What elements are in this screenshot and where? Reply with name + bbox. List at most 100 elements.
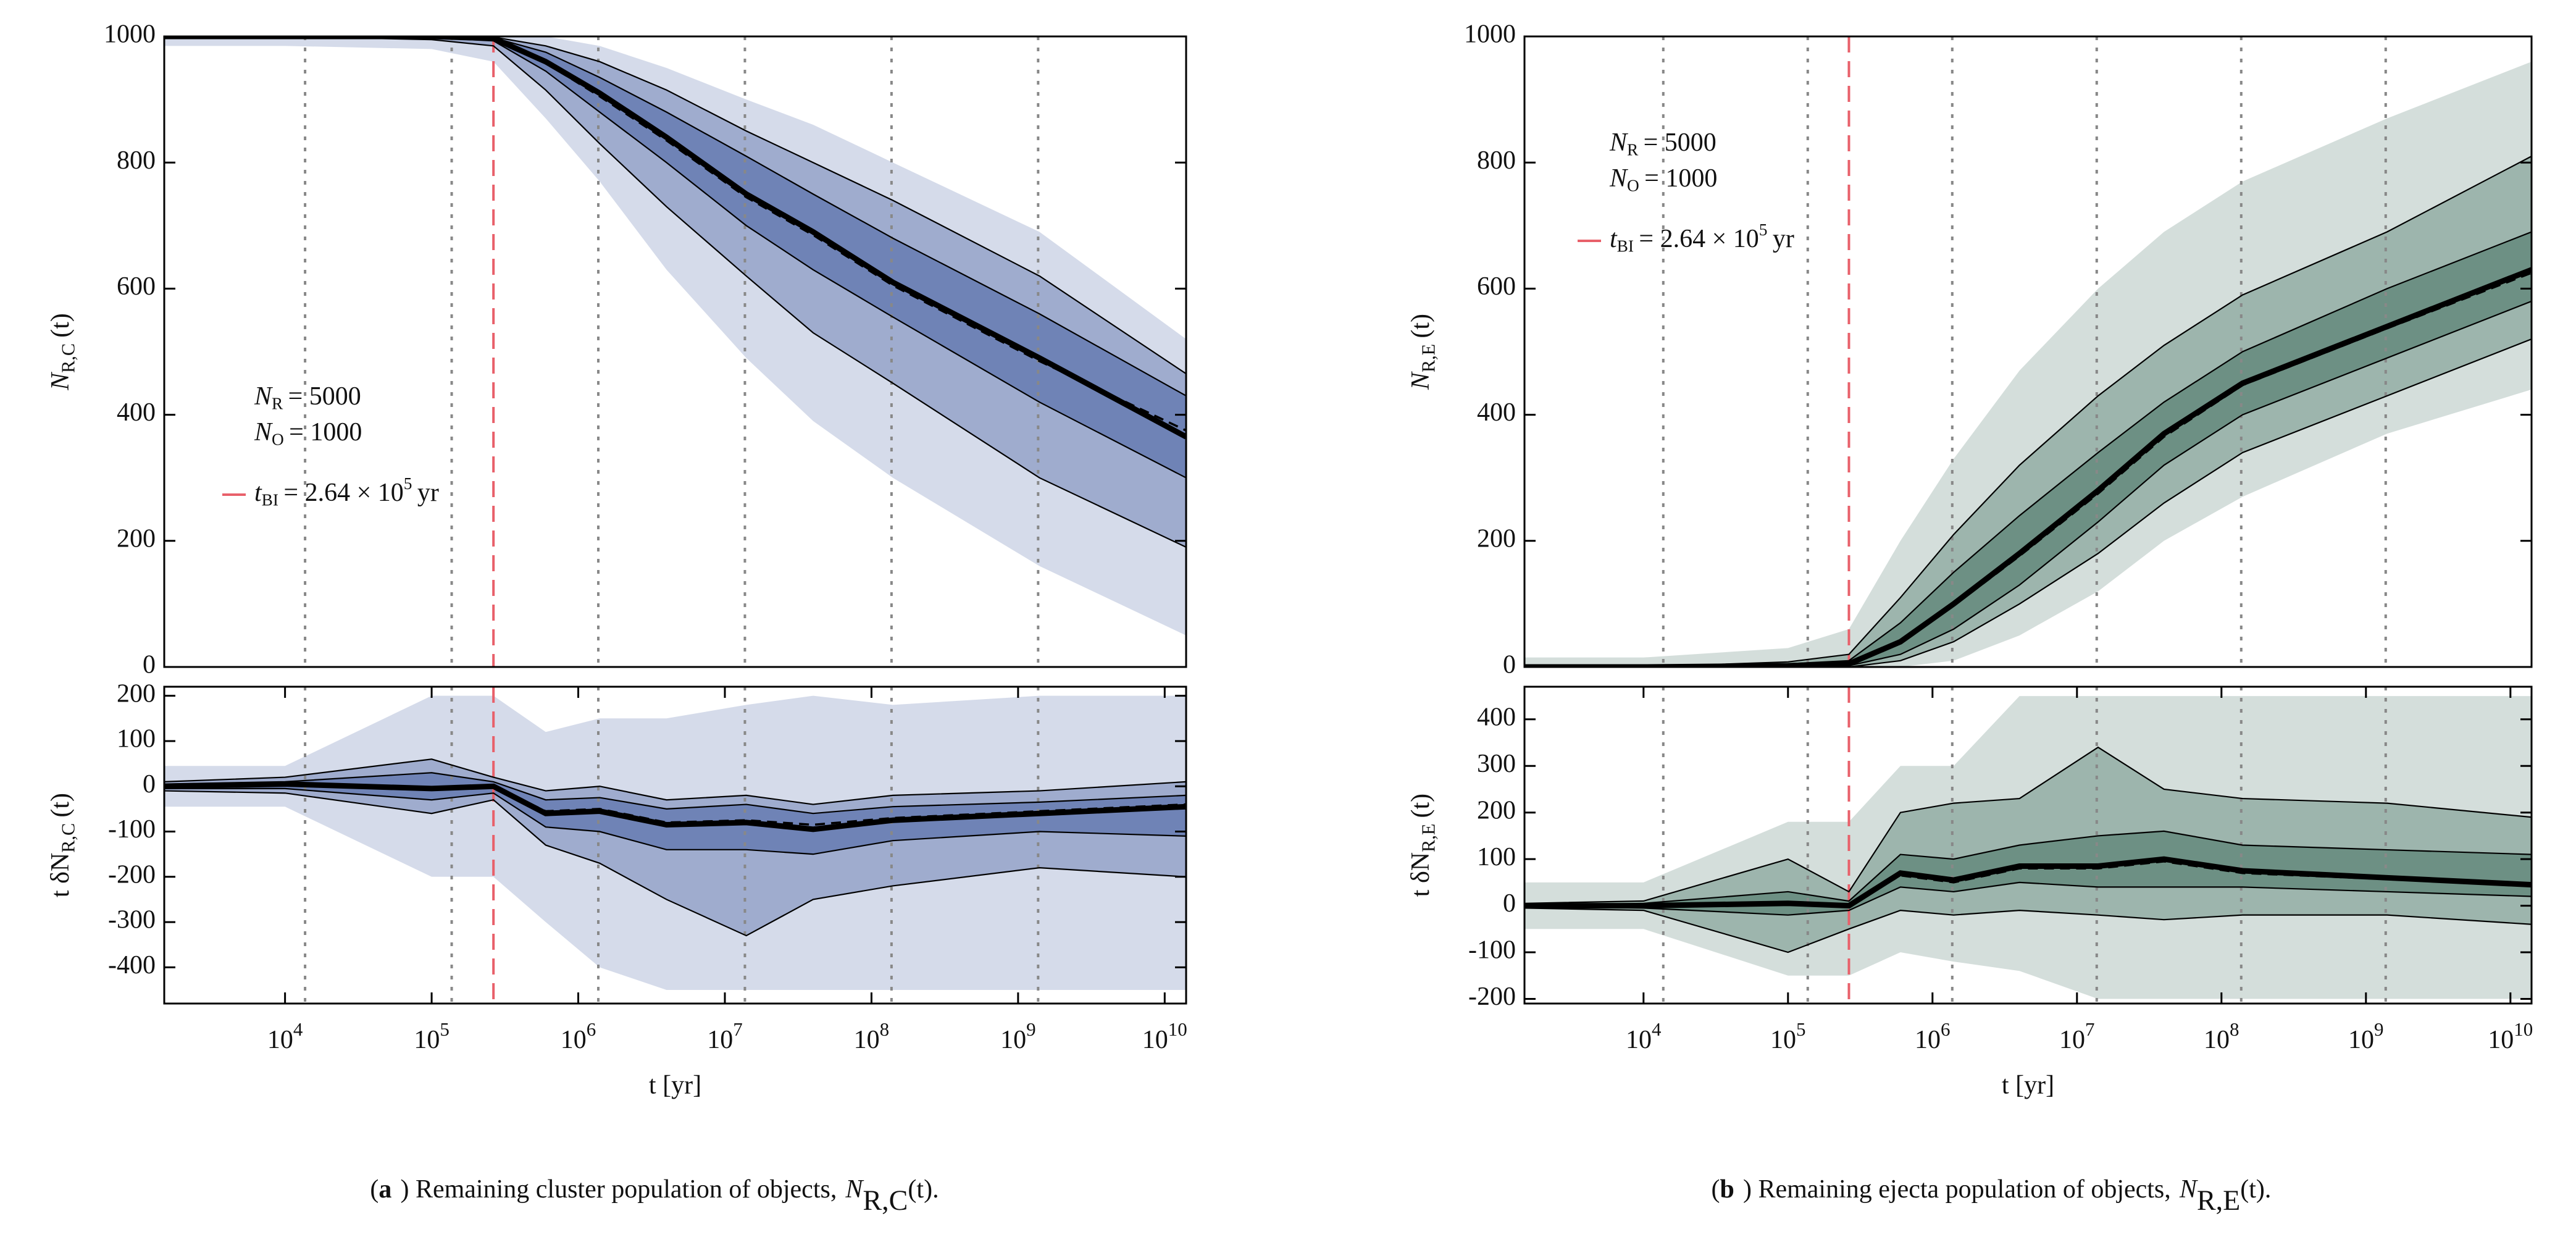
sub-part: R,E — [1418, 344, 1439, 372]
sub-part: R,C — [58, 823, 79, 853]
caption: (b ) Remaining ejecta population of objec… — [1712, 1175, 2272, 1216]
tag-part: b — [1720, 1175, 1734, 1204]
open-part: ( — [370, 1175, 378, 1204]
bold-line — [1524, 856, 2532, 909]
percentile-band — [164, 36, 1186, 635]
tick-base: 10 — [2348, 1026, 2374, 1054]
x-tick-label: 107 — [707, 1018, 743, 1054]
plot-area — [164, 687, 1186, 1004]
symbol-part: N — [46, 372, 75, 391]
text-part: (t) — [46, 793, 75, 818]
plot-area — [1524, 36, 2532, 667]
y-tick-label: 200 — [117, 524, 156, 553]
thin-line — [1524, 830, 2532, 907]
bold-line — [164, 36, 1186, 440]
y-tick-label: -100 — [108, 815, 156, 844]
thin-line — [1524, 338, 2532, 667]
sub-part: R,E — [1418, 824, 1439, 852]
tick-exponent: 9 — [2374, 1018, 2384, 1040]
dashed-line — [164, 36, 1186, 432]
tag-part: a — [378, 1175, 391, 1204]
sub-part: R,C — [58, 343, 79, 373]
tick-base: 10 — [2059, 1026, 2085, 1054]
symbol-part: N — [1609, 164, 1628, 193]
y-axis-label: t δNR,C (t) — [46, 793, 79, 897]
tick-base: 10 — [1000, 1026, 1026, 1054]
sub-part: O — [272, 430, 284, 449]
thin-line — [164, 787, 1186, 855]
tick-base: 10 — [707, 1026, 733, 1054]
text-part: ) Remaining cluster population of object… — [400, 1175, 837, 1204]
tick-exponent: 4 — [1652, 1018, 1662, 1040]
symbol-part: N — [845, 1175, 864, 1204]
y-tick-label: 800 — [117, 146, 156, 175]
y-tick-label: 200 — [1477, 796, 1516, 824]
dashed-line — [164, 782, 1186, 826]
thin-line — [164, 772, 1186, 815]
y-axis-label: NR,E (t) — [1407, 314, 1439, 390]
y-tick-label: 1000 — [1464, 20, 1516, 49]
sub-part: R — [1627, 141, 1639, 159]
x-tick-label: 108 — [2204, 1018, 2239, 1054]
annotation: NR = 5000 — [1609, 128, 1717, 159]
symbol-part: N — [1407, 371, 1435, 390]
text-part: = 2.64 × 10 — [1639, 225, 1758, 253]
thin-line — [164, 790, 1186, 937]
thin-line — [164, 758, 1186, 805]
thin-line — [1524, 907, 2532, 954]
tick-exponent: 5 — [1796, 1018, 1806, 1040]
thin-line — [164, 36, 1186, 396]
tick-base: 10 — [267, 1026, 293, 1054]
sub-part: O — [1627, 177, 1639, 195]
text-part: (t) — [46, 313, 75, 338]
x-tick-label: 104 — [267, 1018, 303, 1054]
annotation: tBI = 2.64 × 105 yr — [254, 474, 439, 509]
y-tick-label: -400 — [108, 951, 156, 979]
percentile-band — [1524, 831, 2532, 915]
tick-exponent: 4 — [293, 1018, 303, 1040]
x-tick-label: 105 — [1770, 1018, 1806, 1054]
text-part: ) Remaining ejecta population of objects… — [1743, 1175, 2171, 1204]
tick-exponent: 9 — [1026, 1018, 1036, 1040]
thin-line — [1524, 156, 2532, 667]
sub-part: R,C — [863, 1184, 908, 1216]
annotation: NO = 1000 — [254, 418, 362, 449]
y-tick-label: 100 — [117, 725, 156, 753]
y-tick-label: 200 — [1477, 524, 1516, 553]
y-tick-label: 300 — [1477, 750, 1516, 778]
tick-base: 10 — [1626, 1026, 1652, 1054]
symbol-part: t — [254, 479, 262, 507]
tick-exponent: 6 — [1941, 1018, 1951, 1040]
x-axis-label: t [yr] — [2002, 1071, 2054, 1100]
y-tick-label: 600 — [1477, 272, 1516, 301]
tick-base: 10 — [414, 1026, 440, 1054]
open-part: ( — [1712, 1175, 1720, 1204]
x-tick-label: 1010 — [1142, 1018, 1187, 1054]
y-tick-label: 0 — [143, 651, 156, 679]
annotation: NO = 1000 — [1609, 164, 1717, 195]
prefix-part: t δN — [46, 853, 75, 897]
symbol-part: N — [254, 382, 273, 411]
percentile-band — [164, 36, 1186, 548]
x-tick-label: 106 — [561, 1018, 596, 1054]
prefix-part: t δN — [1407, 852, 1435, 897]
sup-part: 5 — [1759, 220, 1768, 239]
tick-base: 10 — [1770, 1026, 1796, 1054]
caption: (a ) Remaining cluster population of obje… — [370, 1175, 939, 1216]
axes-frame — [1523, 35, 2533, 668]
symbol-part: N — [1609, 128, 1628, 157]
tail-part: (t). — [908, 1175, 939, 1204]
y-tick-label: -300 — [108, 906, 156, 934]
plot-area — [1524, 687, 2532, 1004]
bold-line — [1524, 267, 2532, 667]
x-tick-label: 108 — [854, 1018, 890, 1054]
y-axis-label: NR,C (t) — [46, 313, 79, 391]
y-tick-label: 200 — [117, 679, 156, 708]
y-tick-label: 0 — [143, 770, 156, 799]
y-tick-label: 800 — [1477, 146, 1516, 175]
axes-frame — [1523, 685, 2533, 1005]
y-tick-label: 600 — [117, 272, 156, 301]
sup-part: 5 — [404, 474, 412, 493]
